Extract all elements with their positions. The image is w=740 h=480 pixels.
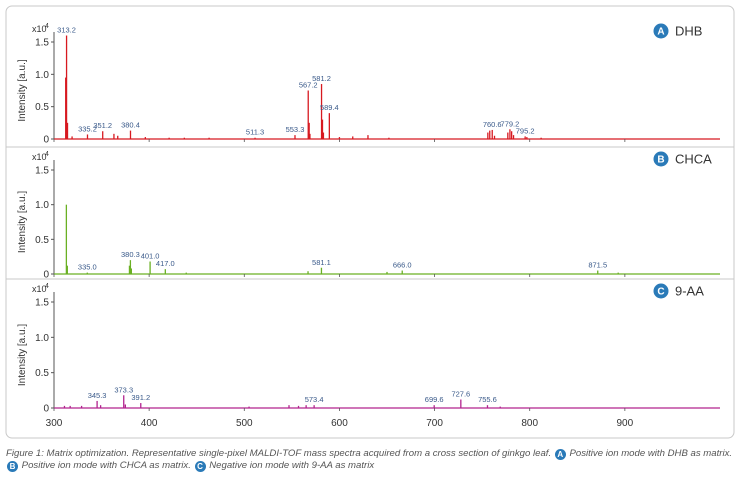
panel-c-peak-label: 699.6	[425, 395, 444, 404]
panel-b-y-tick-label: 1.0	[35, 200, 49, 211]
panel-c-y-axis-title: Intensity [a.u.]	[17, 324, 28, 386]
panel-a-y-axis-title: Intensity [a.u.]	[17, 59, 28, 121]
caption-text-3: Positive ion mode with CHCA as matrix.	[21, 460, 191, 471]
x-tick-label: 900	[617, 418, 634, 429]
panel-b-badge-icon	[653, 151, 669, 167]
panel-a-title: DHB	[675, 24, 702, 39]
panel-a-peak-label: 760.6	[483, 120, 502, 129]
figure-caption: Figure 1: Matrix optimization. Represent…	[6, 448, 734, 472]
panel-b-peak-label: 581.1	[312, 258, 331, 267]
caption-badge-b: B	[7, 461, 18, 472]
panel-b-badge-letter: B	[657, 155, 664, 166]
panel-c-peak-label: 755.6	[478, 395, 497, 404]
panel-a-badge-icon	[653, 23, 669, 39]
x-tick-label: 700	[426, 418, 443, 429]
panel-b-peak-label: 401.0	[141, 252, 160, 261]
x-tick-label: 400	[141, 418, 158, 429]
x-tick-label: 300	[46, 418, 63, 429]
panel-a-peak-label: 511.3	[246, 128, 264, 137]
panel-b-peak-label: 666.0	[393, 261, 412, 270]
panel-b-scale-label: x10	[32, 152, 47, 162]
panel-a-peak-label: 567.2	[299, 81, 318, 90]
panel-b-peak-label: 380.3	[121, 250, 140, 259]
panel-c-y-tick-label: 1.5	[35, 298, 49, 309]
panel-a-badge-letter: A	[657, 27, 664, 38]
panel-c-y-tick-label: 0.5	[35, 368, 49, 379]
panel-b-y-tick-label: 0	[43, 270, 49, 281]
caption-text-1: Figure 1: Matrix optimization. Represent…	[6, 448, 552, 459]
panel-a-scale-exponent: 4	[45, 23, 49, 30]
panel-c-peak-label: 345.3	[88, 391, 107, 400]
panel-a-peak-label: 779.2	[501, 119, 520, 128]
panel-b-peak-label: 335.0	[78, 263, 97, 272]
panel-a-peak-label: 351.2	[93, 121, 112, 130]
panel-c-peak-label: 391.2	[131, 393, 150, 402]
caption-badge-a: A	[554, 449, 566, 460]
x-tick-label: 500	[236, 418, 253, 429]
panel-c-peak-label: 373.3	[114, 385, 133, 394]
panel-a-peak-label: 380.4	[121, 121, 140, 130]
panel-c-peak-label: 573.4	[305, 395, 324, 404]
panel-c-scale-label: x10	[32, 284, 47, 294]
panel-a-y-tick-label: 1.0	[35, 70, 49, 81]
x-tick-label: 800	[521, 418, 538, 429]
panel-a-peak-label: 795.2	[516, 126, 535, 135]
panel-b-title: CHCA	[675, 152, 712, 167]
panel-a-y-tick-label: 0	[43, 135, 49, 146]
panel-a-y-tick-label: 1.5	[35, 38, 49, 49]
panel-b-y-tick-label: 1.5	[35, 166, 49, 177]
panel-c-peak-label: 727.6	[451, 390, 470, 399]
caption-badge-c: C	[194, 461, 206, 472]
panel-b-peak-label: 417.0	[156, 259, 175, 268]
caption-text-2: Positive ion mode with DHB as matrix.	[569, 448, 733, 459]
panel-a-peak-label: 313.2	[57, 26, 76, 35]
panel-b-peak-label: 871.5	[588, 261, 607, 270]
panel-c-y-tick-label: 0	[43, 404, 49, 415]
panel-c-badge-icon	[653, 283, 669, 299]
panel-a-y-tick-label: 0.5	[35, 102, 49, 113]
panel-a-peak-label: 581.2	[312, 74, 331, 83]
panel-a-peak-label: 553.3	[286, 125, 305, 134]
panel-b-y-tick-label: 0.5	[35, 235, 49, 246]
panel-a-peak-label: 335.2	[78, 124, 97, 133]
panel-c-title: 9-AA	[675, 284, 704, 299]
panel-c-scale-exponent: 4	[45, 283, 49, 290]
x-tick-label: 600	[331, 418, 348, 429]
caption-text-4: Negative ion mode with 9-AA as matrix	[209, 460, 375, 471]
panel-c-badge-letter: C	[657, 287, 664, 298]
panel-b-scale-exponent: 4	[45, 151, 49, 158]
panel-b-y-axis-title: Intensity [a.u.]	[17, 191, 28, 253]
figure-frame	[5, 5, 735, 439]
panel-c-y-tick-label: 1.0	[35, 333, 49, 344]
panel-a-scale-label: x10	[32, 24, 47, 34]
panel-a-peak-label: 589.4	[320, 103, 339, 112]
